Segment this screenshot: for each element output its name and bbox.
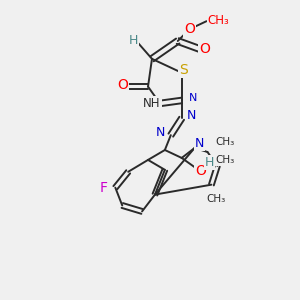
- Text: NH: NH: [143, 97, 161, 110]
- Text: H: H: [205, 156, 214, 170]
- Text: O: O: [184, 22, 195, 36]
- Text: O: O: [117, 78, 128, 92]
- Text: O: O: [199, 42, 210, 56]
- Text: N: N: [156, 126, 166, 139]
- Text: CH₃: CH₃: [216, 155, 235, 165]
- Text: F: F: [99, 181, 107, 195]
- Text: O: O: [195, 164, 206, 178]
- Text: N: N: [195, 136, 204, 150]
- Text: N: N: [189, 94, 197, 103]
- Text: CH₃: CH₃: [208, 14, 229, 27]
- Text: H: H: [128, 34, 138, 46]
- Text: N: N: [187, 109, 196, 122]
- Text: S: S: [179, 63, 188, 77]
- Text: CH₃: CH₃: [216, 137, 235, 147]
- Text: CH₃: CH₃: [207, 194, 226, 203]
